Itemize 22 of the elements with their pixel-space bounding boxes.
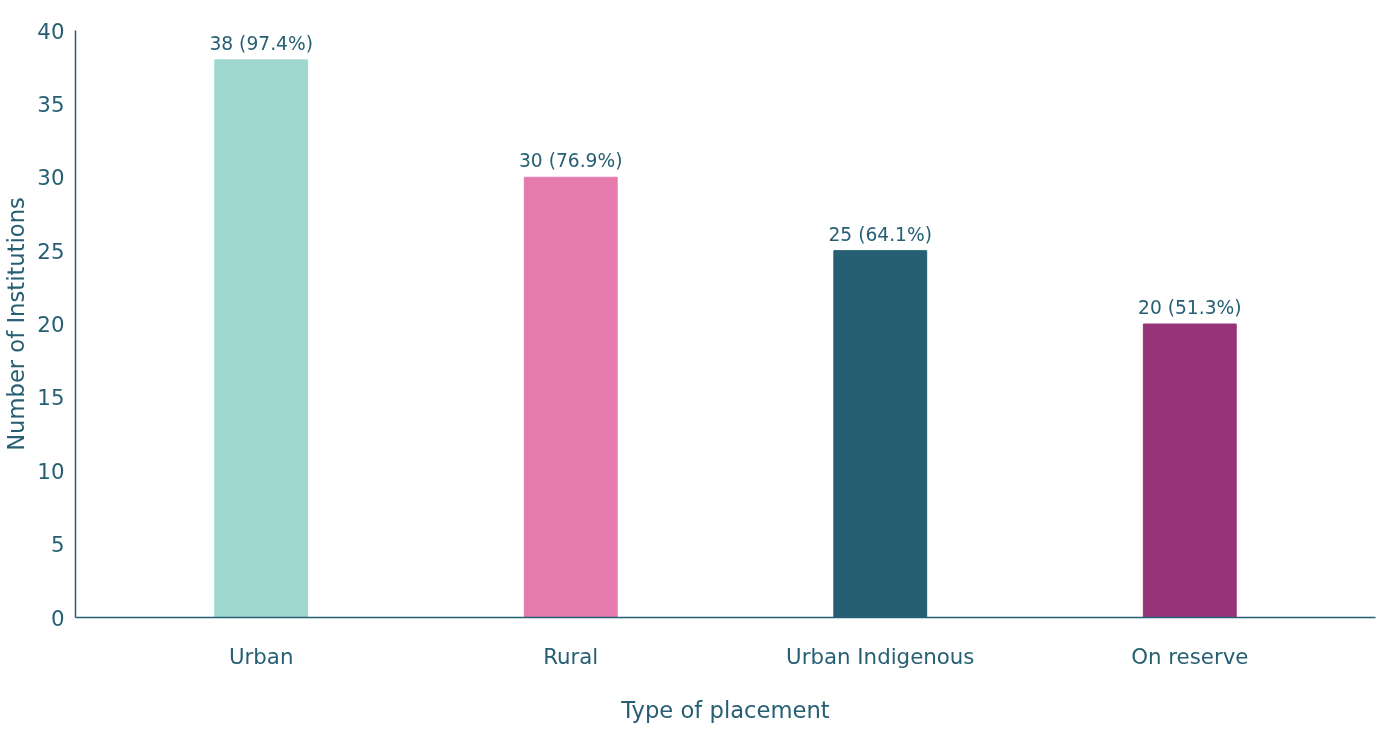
data-label: 25 (64.1%) <box>828 223 933 245</box>
x-tick-label: Urban Indigenous <box>786 643 975 669</box>
y-tick-label: 35 <box>37 91 65 117</box>
bar <box>1142 323 1237 618</box>
bar <box>523 176 618 618</box>
y-tick-label: 5 <box>50 532 65 558</box>
y-tick-label: 25 <box>37 238 65 264</box>
y-tick-label: 10 <box>37 458 65 484</box>
data-label: 30 (76.9%) <box>518 150 623 172</box>
data-label: 20 (51.3%) <box>1138 297 1242 318</box>
y-axis-title: Number of Institutions <box>3 197 30 451</box>
x-tick-label: Urban <box>228 643 294 669</box>
y-tick-label: 0 <box>50 605 65 631</box>
data-label: 38 (97.4%) <box>209 32 313 54</box>
y-tick-label: 40 <box>37 18 65 44</box>
x-tick-label: On reserve <box>1131 643 1249 669</box>
bar <box>214 59 309 618</box>
x-tick-label: Rural <box>543 643 599 669</box>
y-tick-label: 30 <box>37 165 65 191</box>
y-tick-label: 15 <box>37 385 65 411</box>
x-axis-title: Type of placement <box>620 696 830 723</box>
y-tick-label: 20 <box>37 312 65 337</box>
